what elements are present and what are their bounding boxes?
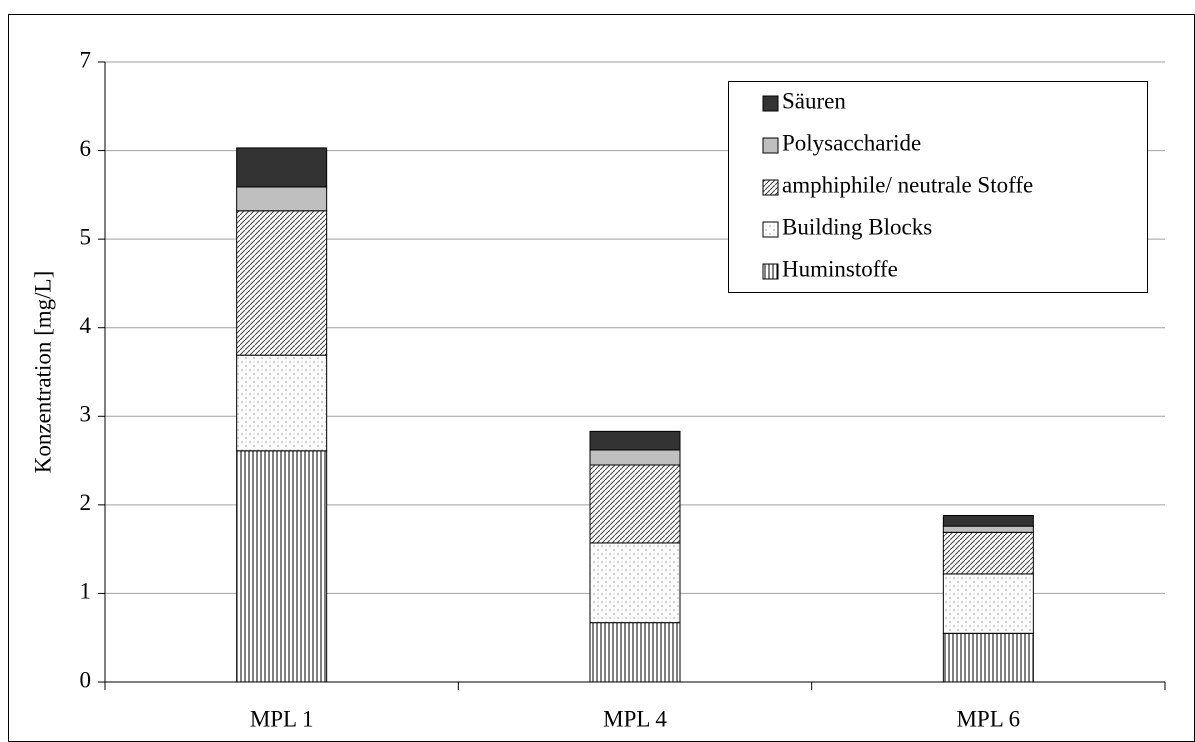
y-tick-label: 4 xyxy=(80,313,92,338)
bar-segment xyxy=(942,525,1034,533)
y-tick-label: 0 xyxy=(80,667,92,692)
y-tick-label: 5 xyxy=(80,224,92,249)
legend-label: Huminstoffe xyxy=(782,256,898,281)
bar-segment xyxy=(236,450,328,683)
legend-label: Säuren xyxy=(782,88,846,113)
y-tick-label: 1 xyxy=(80,579,92,604)
y-tick-label: 2 xyxy=(80,490,92,515)
y-tick-label: 7 xyxy=(80,47,92,72)
bar-segment xyxy=(942,632,1034,683)
legend-swatch xyxy=(762,95,779,112)
bar-segment xyxy=(942,514,1034,527)
bar-segment xyxy=(236,186,328,212)
legend-box xyxy=(728,81,1148,293)
x-tick-label: MPL 1 xyxy=(250,706,314,731)
y-tick-label: 3 xyxy=(80,402,92,427)
legend-swatch xyxy=(762,179,779,196)
x-tick-label: MPL 6 xyxy=(956,706,1020,731)
legend-label: Polysaccharide xyxy=(782,130,921,155)
bar-segment xyxy=(236,210,328,356)
bar-segment xyxy=(942,531,1034,575)
x-tick-label: MPL 4 xyxy=(603,706,667,731)
legend-label: Building Blocks xyxy=(782,214,932,239)
legend-label: amphiphile/ neutrale Stoffe xyxy=(782,172,1033,197)
bar-segment xyxy=(236,147,328,188)
bar-segment xyxy=(589,464,681,544)
legend-swatch xyxy=(762,221,779,238)
bar-segment xyxy=(589,622,681,683)
bar-segment xyxy=(589,430,681,451)
bar-segment xyxy=(942,573,1034,634)
legend-swatch xyxy=(762,263,779,280)
bar-segment xyxy=(589,542,681,624)
bar-segment xyxy=(589,449,681,466)
y-tick-label: 6 xyxy=(80,136,92,161)
legend-swatch xyxy=(762,137,779,154)
y-axis-title: Konzentration [mg/L] xyxy=(30,271,55,473)
bar-segment xyxy=(236,354,328,452)
